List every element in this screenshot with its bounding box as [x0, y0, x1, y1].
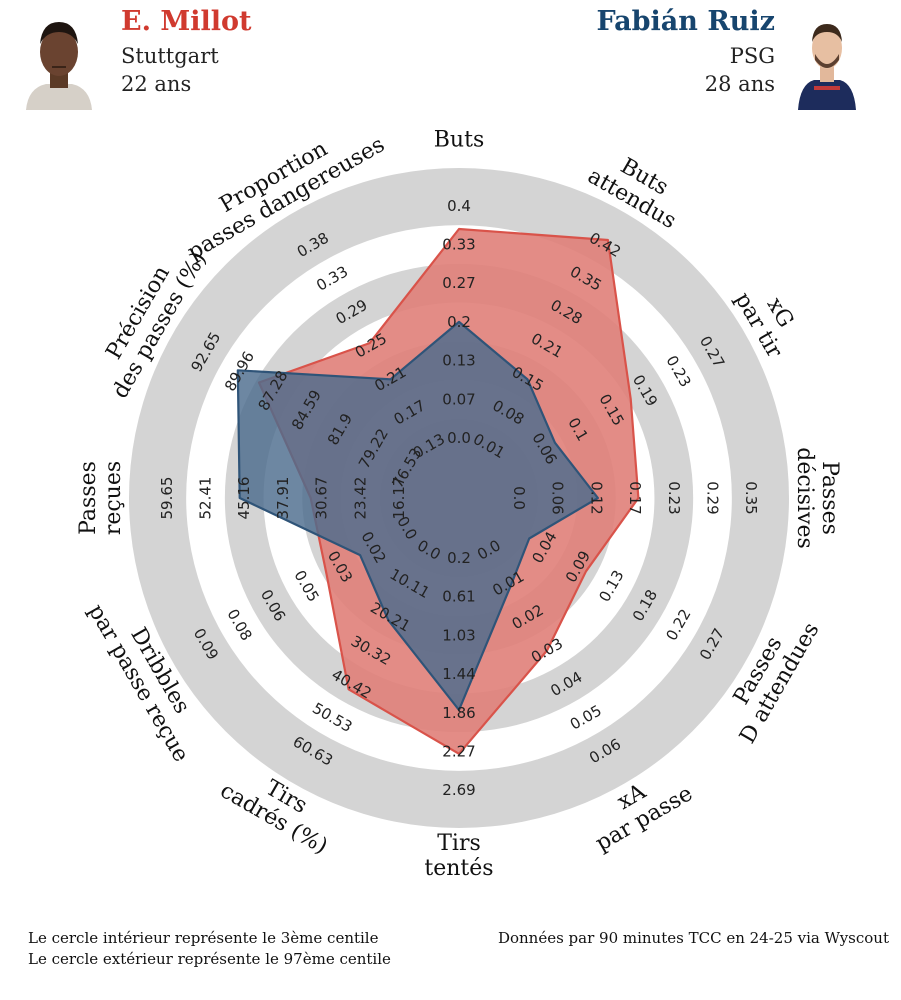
tick-label: 45.16 — [235, 477, 253, 520]
tick-label: 0.4 — [447, 197, 471, 215]
player-left-name: E. Millot — [121, 6, 252, 37]
tick-label: 0.12 — [587, 481, 605, 514]
series-polygon-ruiz — [236, 320, 600, 712]
tick-label: 30.67 — [313, 477, 331, 520]
axis-label: Buts — [434, 128, 484, 153]
axis-label-line: tentés — [424, 856, 493, 881]
tick-label: 0.23 — [665, 481, 683, 514]
tick-label: 0.33 — [442, 236, 475, 254]
tick-label: 16.17 — [390, 477, 408, 520]
tick-label: 0.2 — [447, 549, 471, 567]
radar-series — [236, 227, 640, 755]
axis-label-line: décisives — [792, 447, 817, 549]
tick-label: 1.44 — [442, 665, 475, 683]
axis-label-line: Buts — [434, 128, 484, 153]
tick-label: 52.41 — [197, 477, 215, 520]
tick-label: 23.42 — [351, 477, 369, 520]
player-left-club: Stuttgart — [121, 44, 219, 68]
tick-label: 0.29 — [704, 481, 722, 514]
player-right-name: Fabián Ruiz — [596, 6, 775, 37]
player-left-photo — [22, 14, 96, 110]
tick-label: 0.2 — [447, 313, 471, 331]
tick-label: 0.27 — [442, 274, 475, 292]
footer-inner-circle-note: Le cercle intérieur représente le 3ème c… — [28, 929, 379, 947]
player-right-photo — [796, 14, 858, 110]
axis-label: Passes reçues — [76, 461, 126, 535]
tick-label: 1.86 — [442, 704, 475, 722]
axis-label-line: Tirs — [437, 831, 481, 856]
tick-label: 0.17 — [626, 481, 644, 514]
tick-label: 0.35 — [742, 481, 760, 514]
tick-label: 0.13 — [442, 352, 475, 370]
axis-label-line: Passes — [817, 461, 842, 535]
player-right-club: PSG — [729, 44, 775, 68]
tick-label: 0.0 — [447, 429, 471, 447]
tick-label: 2.69 — [442, 781, 475, 799]
tick-label: 1.03 — [442, 626, 475, 644]
tick-label: 0.06 — [549, 481, 567, 514]
player-right-age: 28 ans — [704, 72, 775, 96]
player-left-age: 22 ans — [121, 72, 192, 96]
axis-label-line: reçues — [101, 461, 126, 535]
tick-label: 0.61 — [442, 588, 475, 606]
tick-label: 59.65 — [158, 477, 176, 520]
tick-label: 0.07 — [442, 390, 475, 408]
footer-source: Données par 90 minutes TCC en 24-25 via … — [497, 929, 889, 947]
footer-notes: Le cercle intérieur représente le 3ème c… — [28, 928, 391, 970]
tick-label: 0.0 — [510, 486, 528, 510]
footer-outer-circle-note: Le cercle extérieur représente le 97ème … — [28, 950, 391, 968]
tick-label: 37.91 — [274, 477, 292, 520]
tick-label: 2.27 — [442, 743, 475, 761]
axis-label-line: Passes — [76, 461, 101, 535]
